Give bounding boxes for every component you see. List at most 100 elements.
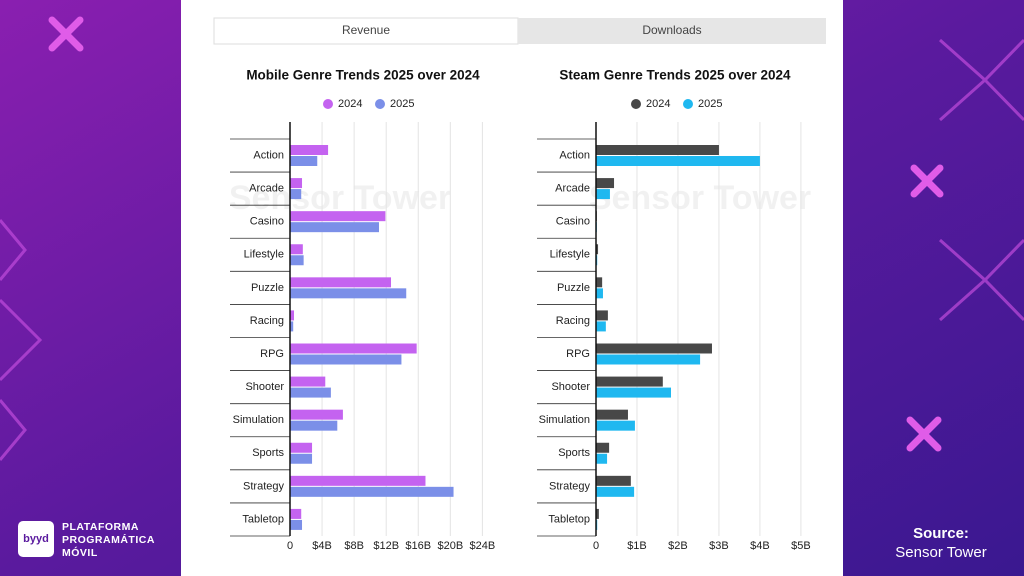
logo [18,521,54,557]
decor-outline [0,38,1024,461]
x-tick-label: $16B [405,540,431,552]
brand-line: MÓVIL [62,546,98,559]
bar [290,354,402,365]
bar [290,343,417,354]
y-tick-label: Action [253,149,284,161]
y-tick-label: Lifestyle [550,249,590,261]
bar [290,244,303,255]
bar [596,277,603,288]
y-tick-label: Simulation [539,414,590,426]
y-tick-label: Strategy [549,480,590,492]
bar [596,354,701,365]
bar [596,244,599,255]
bar [596,145,719,155]
y-tick-label: Strategy [243,480,284,492]
y-tick-label: RPG [566,348,590,360]
bar [290,519,303,530]
bar [290,288,407,299]
bar [596,310,608,321]
bar [290,189,302,200]
y-tick-label: Casino [250,216,284,228]
chart-title: Steam Genre Trends 2025 over 2024 [559,68,791,83]
watermark: Sensor Tower [229,179,451,217]
bar [596,321,606,332]
x-tick-label: 0 [287,540,293,552]
watermark: Sensor Tower [589,179,811,217]
y-tick-label: Arcade [249,183,284,195]
legend-swatch [683,99,693,109]
legend-label: 2024 [338,98,362,110]
bar [596,420,635,431]
legend-label: 2025 [698,98,722,110]
bar [290,145,329,155]
bar [596,475,631,486]
x-tick-label: $5B [791,540,811,552]
tab-label[interactable]: Revenue [342,23,390,37]
y-tick-label: Racing [556,315,590,327]
legend-swatch [631,99,641,109]
y-tick-label: Sports [558,447,590,459]
y-tick-label: Puzzle [557,282,590,294]
bar [290,178,303,189]
bar [596,156,760,166]
y-tick-label: Simulation [233,414,284,426]
y-tick-label: Shooter [245,381,284,393]
x-tick-label: $20B [437,540,463,552]
x-tick-label: $12B [373,540,399,552]
legend-label: 2024 [646,98,670,110]
bar [290,211,386,222]
x-tick-label: $8B [344,540,364,552]
y-tick-label: Lifestyle [244,249,284,261]
tab-active[interactable] [213,17,519,45]
bar [290,376,326,387]
bar [596,453,608,464]
bar [290,156,318,166]
legend-swatch [323,99,333,109]
bar [290,409,343,420]
brand-line: PLATAFORMA [62,521,139,533]
tab-label[interactable]: Downloads [642,23,701,37]
x-tick-label: $1B [627,540,647,552]
bar [290,420,338,431]
y-tick-label: Arcade [555,183,590,195]
x-tick-label: $24B [470,540,496,552]
bar [596,508,599,519]
y-tick-label: Casino [556,216,590,228]
bar [596,442,610,453]
x-tick-label: 0 [593,540,599,552]
brand-line: PROGRAMÁTICA [62,533,155,546]
source-name: Sensor Tower [895,544,986,561]
y-tick-label: Tabletop [242,513,284,525]
legend-swatch [375,99,385,109]
bar [596,343,712,354]
x-tick-label: $4B [312,540,332,552]
y-tick-label: Shooter [551,381,590,393]
bar [290,387,331,398]
bar [290,310,295,321]
y-tick-label: Racing [250,315,284,327]
legend-label: 2025 [390,98,414,110]
y-tick-label: Puzzle [251,282,284,294]
bar [290,508,302,519]
y-tick-label: Action [559,149,590,161]
source-label: Source: [913,525,969,542]
y-tick-label: Tabletop [548,513,590,525]
bar [596,409,628,420]
bar [596,376,663,387]
bar [290,255,304,266]
tab[interactable] [518,18,826,44]
bar [596,387,671,398]
decor [48,16,944,452]
x-tick-label: $3B [709,540,729,552]
bar [596,288,603,299]
y-tick-label: Sports [252,447,284,459]
bar [290,277,392,288]
bar [290,486,454,497]
chart-title: Mobile Genre Trends 2025 over 2024 [246,68,480,83]
bar [596,178,615,189]
bar [596,189,610,200]
bar [290,222,379,233]
bar [290,442,313,453]
bar [290,453,313,464]
